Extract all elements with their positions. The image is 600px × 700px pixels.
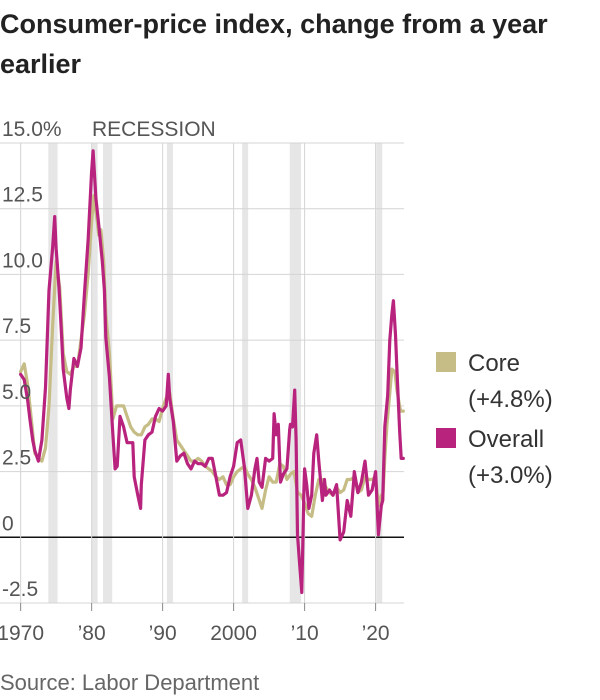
- recession-band-1: [91, 143, 98, 603]
- axis-labels: 15.0% 12.5 10.0 7.5 5.0 2.5 0 -2.5 1970 ’80 ’90 200…: [0, 118, 390, 645]
- recession-band-6: [376, 143, 383, 603]
- y-tick-label-4: 5.0: [2, 381, 31, 404]
- recession-band-5: [289, 143, 302, 603]
- legend-note-core: (+4.8%): [468, 386, 553, 413]
- recession-band-4: [242, 143, 249, 603]
- x-tick-label-0: 1970: [0, 622, 44, 645]
- y-tick-label-0: 15.0%: [2, 118, 62, 141]
- y-tick-label-6: 0: [2, 512, 14, 535]
- recession-band-3: [166, 143, 173, 603]
- recession-band-0: [48, 143, 58, 603]
- x-tick-label-1: ’80: [78, 622, 106, 645]
- legend-swatch-overall: [436, 428, 456, 448]
- x-tick-label-3: 2000: [210, 622, 257, 645]
- x-tick-label-5: ’20: [362, 622, 390, 645]
- x-tick-label-2: ’90: [149, 622, 177, 645]
- legend-name-overall: Overall: [468, 426, 544, 453]
- chart-title: Consumer-price index, change from a year…: [0, 9, 548, 79]
- series-lines: [19, 149, 405, 595]
- recession-label: RECESSION: [92, 118, 216, 141]
- legend-swatch-core: [436, 352, 456, 372]
- y-tick-label-2: 10.0: [2, 249, 43, 272]
- y-tick-label-7: -2.5: [2, 578, 38, 601]
- series-line-overall: [19, 149, 405, 595]
- y-tick-label-5: 2.5: [2, 447, 31, 470]
- gridlines: [0, 142, 404, 604]
- y-tick-label-3: 7.5: [2, 315, 31, 338]
- recession-bands: RECESSION: [48, 118, 383, 603]
- legend: Core (+4.8%) Overall (+3.0%): [436, 350, 553, 489]
- x-tick-label-4: ’10: [291, 622, 319, 645]
- legend-name-core: Core: [468, 350, 520, 377]
- y-tick-label-1: 12.5: [2, 184, 43, 207]
- legend-note-overall: (+3.0%): [468, 462, 553, 489]
- source-note: Source: Labor Department: [0, 670, 260, 695]
